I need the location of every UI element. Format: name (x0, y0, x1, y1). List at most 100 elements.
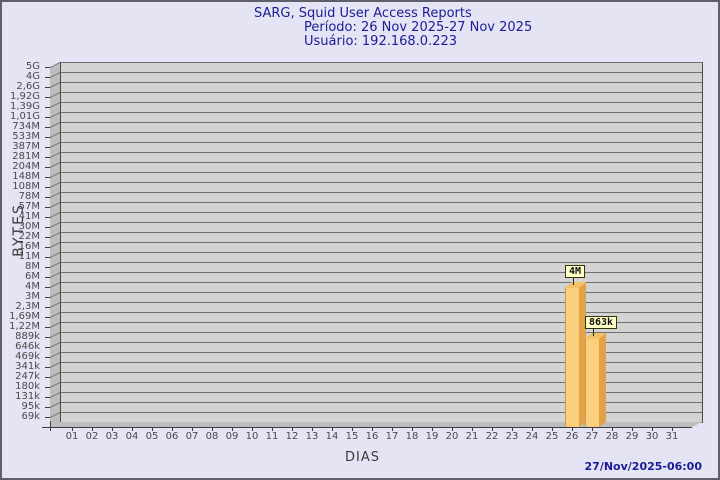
x-tick-mark (172, 427, 173, 431)
bar-value-stem (573, 278, 574, 285)
y-tick-label: 78M (18, 191, 40, 202)
x-tick-mark (292, 427, 293, 431)
x-tick-mark (412, 427, 413, 431)
y-axis-stub (50, 421, 51, 431)
x-tick-mark (672, 427, 673, 431)
x-tick-label: 02 (85, 431, 99, 442)
x-tick-mark (152, 427, 153, 431)
x-tick-mark (352, 427, 353, 431)
x-tick-label: 14 (325, 431, 339, 442)
x-tick-mark (512, 427, 513, 431)
y-tick-label: 533M (12, 131, 40, 142)
y-tick-label: 131k (15, 391, 40, 402)
x-tick-label: 27 (585, 431, 599, 442)
bar-value-stem (593, 329, 594, 336)
x-tick-mark (552, 427, 553, 431)
bar-front-face (565, 288, 579, 427)
x-tick-mark (272, 427, 273, 431)
x-tick-mark (432, 427, 433, 431)
x-tick-label: 12 (285, 431, 299, 442)
y-tick-label: 1,92G (9, 91, 40, 102)
chart-title: SARG, Squid User Access Reports (254, 6, 472, 21)
y-tick-label: 57M (18, 201, 40, 212)
x-tick-mark (232, 427, 233, 431)
y-tick-label: 95k (21, 401, 40, 412)
y-tick-label: 4M (25, 281, 40, 292)
x-tick-mark (632, 427, 633, 431)
x-tick-label: 28 (605, 431, 619, 442)
x-tick-label: 19 (425, 431, 439, 442)
chart-user: Usuário: 192.168.0.223 (304, 34, 458, 49)
y-tick-label: 6M (25, 271, 40, 282)
y-tick-label: 16M (18, 241, 40, 252)
bar-side-face (599, 333, 606, 427)
x-tick-mark (572, 427, 573, 431)
x-tick-label: 20 (445, 431, 459, 442)
x-tick-label: 21 (465, 431, 479, 442)
x-tick-mark (392, 427, 393, 431)
x-tick-label: 30 (645, 431, 659, 442)
x-tick-label: 31 (665, 431, 679, 442)
x-tick-label: 17 (385, 431, 399, 442)
y-axis-ticks (45, 67, 50, 428)
x-tick-label: 29 (625, 431, 639, 442)
x-tick-mark (652, 427, 653, 431)
y-tick-label: 1,01G (9, 111, 40, 122)
report-timestamp: 27/Nov/2025-06:00 (584, 460, 702, 473)
x-tick-label: 25 (545, 431, 559, 442)
x-tick-label: 10 (245, 431, 259, 442)
bar-front-face (585, 339, 599, 427)
x-tick-mark (612, 427, 613, 431)
x-tick-label: 06 (165, 431, 179, 442)
x-tick-label: 24 (525, 431, 539, 442)
y-tick-label: 247k (15, 371, 40, 382)
plot-right-edge (702, 62, 703, 423)
x-tick-mark (192, 427, 193, 431)
x-tick-mark (472, 427, 473, 431)
y-tick-label: 281M (12, 151, 40, 162)
chart-period: Período: 26 Nov 2025-27 Nov 2025 (304, 20, 533, 35)
x-axis-line (42, 427, 692, 428)
y-tick-label: 69k (21, 411, 40, 422)
y-tick-label: 341k (15, 361, 40, 372)
y-tick-label: 2,3M (15, 301, 40, 312)
bar-value-label: 4M (565, 265, 586, 278)
x-tick-mark (372, 427, 373, 431)
y-tick-label: 22M (18, 231, 40, 242)
x-axis-title: DIAS (345, 450, 380, 465)
x-tick-mark (332, 427, 333, 431)
y-tick-label: 30M (18, 221, 40, 232)
x-tick-label: 04 (125, 431, 139, 442)
plot-left-wall (50, 62, 60, 428)
bar-top-face (565, 282, 586, 288)
x-tick-label: 16 (365, 431, 379, 442)
x-tick-label: 11 (265, 431, 279, 442)
plot-bottom-wall (50, 422, 702, 427)
plot-left-edge (60, 62, 61, 423)
bar-top-face (585, 333, 606, 339)
y-tick-label: 889k (15, 331, 40, 342)
x-tick-mark (92, 427, 93, 431)
x-tick-label: 13 (305, 431, 319, 442)
x-tick-mark (132, 427, 133, 431)
y-tick-label: 5G (25, 61, 40, 72)
y-tick-label: 1,39G (9, 101, 40, 112)
y-tick-label: 469k (15, 351, 40, 362)
x-tick-mark (492, 427, 493, 431)
y-tick-label: 148M (12, 171, 40, 182)
y-tick-label: 1,69M (9, 311, 40, 322)
y-tick-label: 387M (12, 141, 40, 152)
y-tick-label: 180k (15, 381, 40, 392)
x-tick-label: 03 (105, 431, 119, 442)
x-tick-label: 22 (485, 431, 499, 442)
x-tick-mark (312, 427, 313, 431)
y-tick-label: 11M (18, 251, 40, 262)
x-tick-label: 15 (345, 431, 359, 442)
plot-area (60, 62, 703, 423)
y-tick-label: 1,22M (9, 321, 40, 332)
bar-day-26 (565, 282, 586, 427)
x-tick-mark (452, 427, 453, 431)
x-tick-label: 05 (145, 431, 159, 442)
x-tick-mark (592, 427, 593, 431)
x-tick-mark (212, 427, 213, 431)
